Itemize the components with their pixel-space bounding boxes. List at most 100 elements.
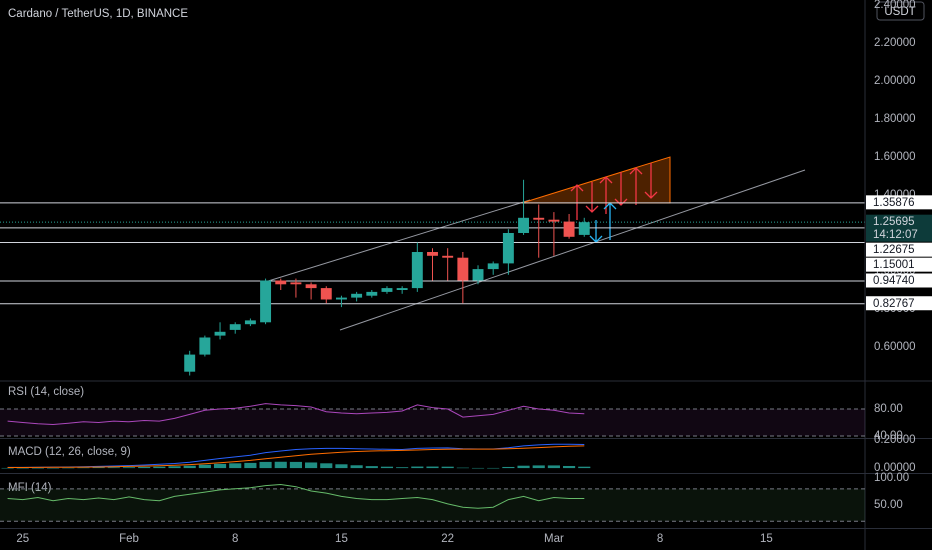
macd-histogram-bar — [350, 465, 363, 469]
rsi-title: RSI (14, close) — [8, 386, 84, 398]
current-price-label: 1.25695 — [873, 216, 915, 228]
candle-body — [229, 324, 241, 330]
currency-button[interactable] — [876, 1, 925, 21]
x-tick-label: Feb — [119, 533, 139, 545]
candle-body — [290, 282, 302, 285]
macd-histogram-bar — [380, 466, 394, 469]
y-tick-label: 40.00 — [874, 430, 903, 442]
macd-histogram-bar — [213, 463, 227, 469]
macd-histogram-bar — [517, 465, 530, 469]
y-tick-label: 0.60000 — [874, 341, 916, 353]
level-label: 1.35876 — [873, 197, 915, 209]
x-tick-label: 15 — [335, 533, 348, 545]
x-tick-label: 25 — [16, 533, 29, 545]
candle-body — [563, 221, 575, 237]
mfi-line — [7, 483, 585, 509]
candle-body — [260, 280, 272, 323]
candle-body — [457, 257, 469, 281]
macd-title: MACD (12, 26, close, 9) — [8, 446, 131, 458]
candle-body — [396, 288, 408, 290]
signal-line — [7, 445, 585, 468]
y-tick-label: 2.40000 — [874, 0, 916, 11]
y-tick-label: 2.20000 — [874, 37, 916, 49]
macd-histogram-bar — [107, 467, 120, 469]
level-label-box — [866, 257, 932, 272]
candle-body — [275, 280, 287, 285]
rsi-line — [7, 403, 585, 426]
y-tick-label: 1.80000 — [874, 113, 916, 125]
candle-body — [533, 217, 545, 220]
macd-histogram-bar — [183, 465, 196, 469]
level-label-box — [866, 242, 932, 257]
macd-histogram-bar — [365, 466, 378, 469]
y-tick-label: 0.20000 — [874, 434, 916, 446]
candle-body — [305, 284, 317, 289]
candle-body — [214, 331, 226, 336]
candle-body — [320, 288, 332, 300]
y-tick-label: 0.00000 — [874, 462, 916, 474]
candle-body — [427, 251, 438, 256]
macd-histogram-bar — [426, 466, 439, 469]
macd-histogram-bar — [305, 462, 318, 469]
macd-histogram-bar — [47, 467, 60, 469]
macd-histogram-bar — [487, 467, 500, 469]
mfi-band-fill — [0, 488, 865, 522]
candle-body — [381, 288, 393, 292]
candle-body — [578, 222, 590, 235]
macd-histogram-bar — [471, 467, 485, 469]
level-label-box — [866, 195, 932, 210]
macd-histogram-bar — [578, 466, 591, 469]
candle-body — [199, 337, 211, 355]
arrows-red — [570, 163, 658, 220]
macd-histogram-bar — [456, 467, 469, 469]
level-label: 1.22675 — [873, 244, 915, 256]
y-tick-label: 100.00 — [874, 472, 909, 484]
macd-histogram-bar — [244, 462, 257, 469]
level-label-box — [866, 273, 932, 288]
candle-body — [184, 354, 196, 372]
candle-body — [502, 232, 514, 264]
macd-histogram-bar — [229, 463, 242, 469]
x-tick-label: 8 — [232, 533, 238, 545]
macd-histogram-bar — [335, 464, 348, 469]
current-price-box — [866, 214, 932, 242]
macd-histogram-bar — [411, 466, 424, 469]
macd-histogram-bar — [259, 461, 272, 469]
x-tick-label: 15 — [760, 533, 773, 545]
macd-histogram-bar — [289, 461, 302, 469]
macd-histogram-bar — [274, 461, 287, 469]
chart-title: Cardano / TetherUS, 1D, BINANCE — [8, 8, 188, 20]
macd-histogram-bar — [502, 466, 515, 469]
x-tick-label: 8 — [657, 533, 663, 545]
macd-histogram-bar — [77, 467, 90, 469]
channel-upper — [264, 199, 531, 283]
level-label: 0.82767 — [873, 298, 915, 310]
mfi-title: MFI (14) — [8, 482, 52, 494]
currency[interactable]: USDT — [884, 6, 915, 18]
candle-body — [518, 217, 530, 233]
candle-body — [411, 251, 423, 289]
candle-body — [472, 269, 484, 281]
level-label: 1.15001 — [873, 259, 915, 271]
x-tick-label: Mar — [544, 533, 564, 545]
macd-histogram-bar — [138, 466, 151, 469]
level-label-box — [866, 296, 932, 311]
macd-histogram-bar — [122, 467, 136, 469]
x-tick-label: 22 — [441, 533, 454, 545]
y-tick-label: 1.60000 — [874, 151, 916, 163]
macd-histogram-bar — [1, 467, 14, 469]
macd-histogram-bar — [563, 465, 576, 469]
macd-histogram-bar — [198, 464, 211, 469]
macd-histogram-bar — [92, 467, 105, 469]
level-label: 0.94740 — [873, 275, 915, 287]
macd-histogram-bar — [16, 467, 29, 469]
macd-histogram-bar — [62, 467, 75, 469]
candle-body — [442, 255, 454, 258]
macd-histogram-bar — [441, 466, 454, 469]
y-tick-label: 50.00 — [874, 499, 903, 511]
y-tick-label: 2.00000 — [874, 75, 916, 87]
macd-histogram-bar — [31, 467, 45, 469]
candle-body — [335, 297, 347, 300]
price-pane — [0, 156, 865, 376]
